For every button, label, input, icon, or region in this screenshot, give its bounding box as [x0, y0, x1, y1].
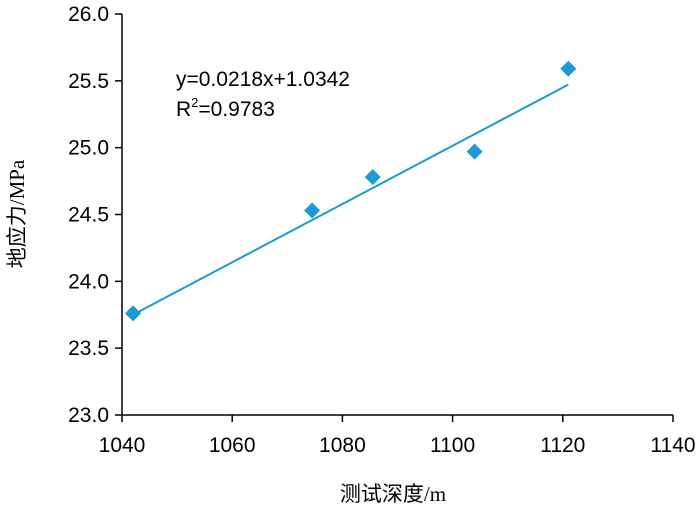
y-tick-label: 24.0: [68, 270, 109, 293]
x-tick-label: 1120: [540, 434, 585, 457]
y-tick-label: 24.5: [68, 204, 109, 227]
data-point-diamond: [304, 202, 321, 219]
trendline-group: [132, 83, 569, 316]
x-tick-label: 1040: [99, 434, 146, 457]
y-axis-title: 地应力/MPa: [5, 159, 29, 268]
data-point-diamond: [560, 60, 577, 77]
x-tick-label: 1140: [650, 434, 695, 457]
data-point-diamond: [125, 305, 142, 322]
r-squared-superscript: 2: [191, 95, 198, 110]
x-tick-label: 1060: [209, 434, 256, 457]
data-points: [125, 60, 577, 322]
y-tick-label: 23.5: [68, 337, 109, 360]
data-point-diamond: [466, 143, 483, 160]
x-tick-label: 1100: [430, 434, 475, 457]
y-tick-label: 25.5: [68, 70, 109, 93]
x-axis-title: 测试深度/m: [340, 482, 446, 506]
trendline-equation: y=0.0218x+1.0342: [176, 68, 350, 91]
y-tick-label: 25.0: [68, 137, 109, 160]
y-tick-label: 26.0: [68, 3, 109, 26]
trendline: [132, 83, 569, 316]
data-point-diamond: [364, 169, 381, 186]
y-ticks: 23.0 23.5 24.0 24.5 25.0 25.5 26.0: [68, 3, 122, 427]
r-squared-prefix: R: [176, 98, 191, 121]
r-squared-label: R2=0.9783: [176, 95, 275, 121]
y-tick-label: 23.0: [68, 404, 109, 427]
x-ticks: 1040 1060 1080 1100 1120 1140: [99, 415, 696, 457]
x-tick-label: 1080: [319, 434, 366, 457]
r-squared-value: =0.9783: [198, 98, 275, 121]
